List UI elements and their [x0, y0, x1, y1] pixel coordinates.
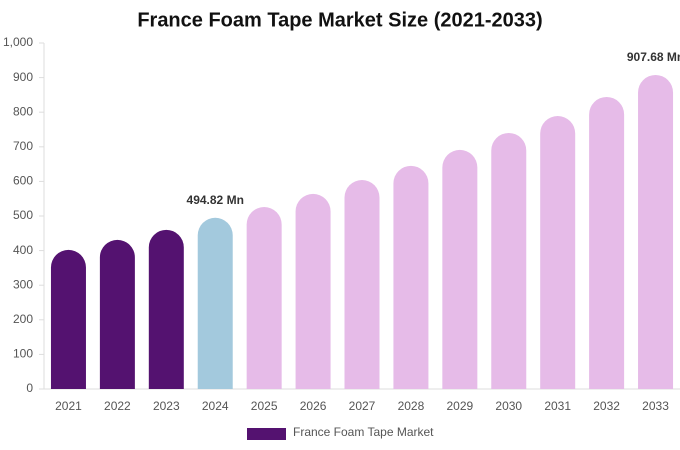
- x-tick-label: 2024: [202, 399, 229, 413]
- x-tick-label: 2029: [446, 399, 473, 413]
- y-tick-label: 0: [26, 381, 33, 395]
- x-tick-label: 2030: [495, 399, 522, 413]
- x-tick-label: 2032: [593, 399, 620, 413]
- x-tick-label: 2025: [251, 399, 278, 413]
- x-tick-label: 2021: [55, 399, 82, 413]
- y-tick-label: 1,000: [3, 35, 33, 49]
- y-tick-label: 800: [13, 104, 33, 118]
- bar: [197, 217, 233, 389]
- bar: [148, 229, 184, 389]
- bar: [638, 74, 674, 389]
- y-tick-label: 200: [13, 312, 33, 326]
- y-tick-label: 600: [13, 174, 33, 188]
- x-tick-label: 2022: [104, 399, 131, 413]
- value-label: 907.68 Mn: [627, 50, 680, 64]
- bar: [393, 165, 429, 389]
- bar: [540, 116, 576, 389]
- chart-title: France Foam Tape Market Size (2021-2033): [137, 9, 542, 31]
- x-tick-label: 2027: [349, 399, 376, 413]
- bar: [246, 207, 282, 389]
- bar: [50, 249, 86, 389]
- bar: [295, 193, 331, 389]
- x-tick-label: 2031: [544, 399, 571, 413]
- x-tick-label: 2026: [300, 399, 327, 413]
- x-tick-label: 2028: [398, 399, 425, 413]
- value-label: 494.82 Mn: [187, 193, 244, 207]
- y-tick-label: 900: [13, 70, 33, 84]
- legend-label: France Foam Tape Market: [293, 425, 434, 439]
- y-tick-label: 100: [13, 347, 33, 361]
- bar: [344, 180, 380, 389]
- y-tick-label: 500: [13, 208, 33, 222]
- y-tick-label: 700: [13, 139, 33, 153]
- bar: [589, 96, 625, 389]
- legend-swatch: [247, 428, 286, 440]
- y-tick-label: 400: [13, 243, 33, 257]
- bar: [99, 239, 135, 389]
- x-tick-label: 2033: [642, 399, 669, 413]
- bar: [442, 149, 478, 389]
- y-tick-label: 300: [13, 277, 33, 291]
- bar: [491, 132, 527, 389]
- x-tick-label: 2023: [153, 399, 180, 413]
